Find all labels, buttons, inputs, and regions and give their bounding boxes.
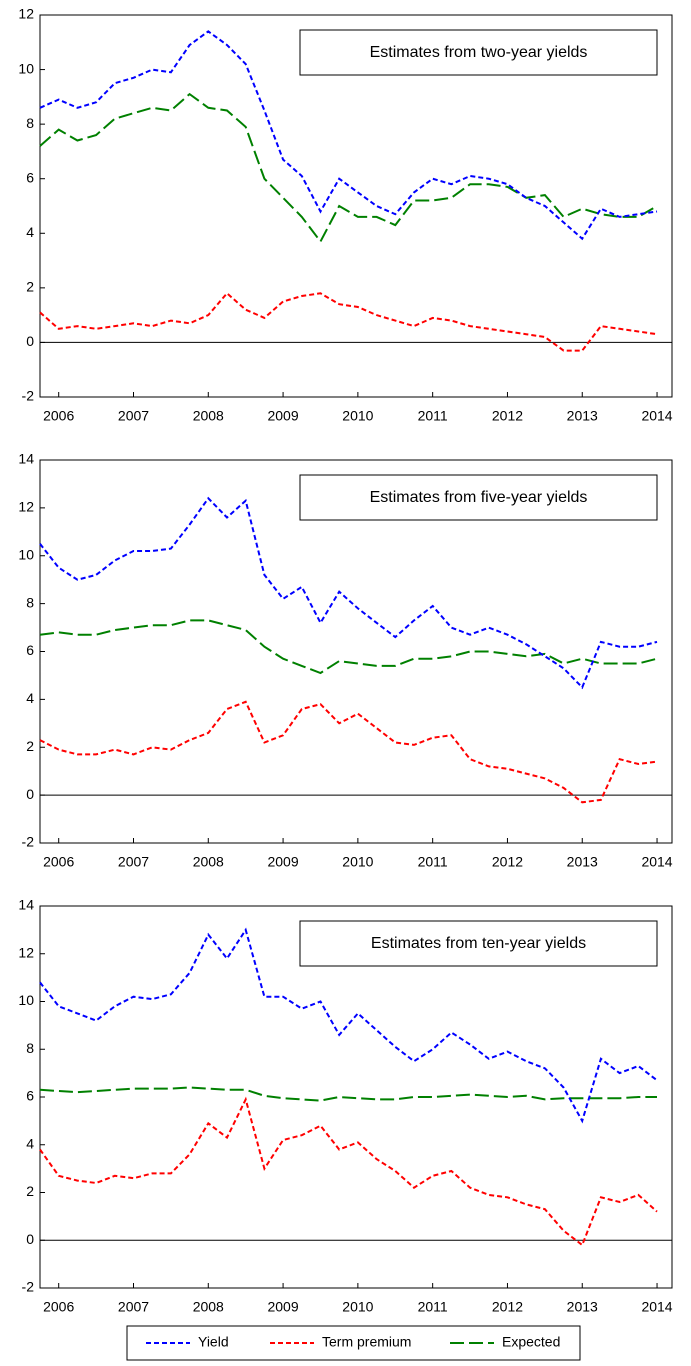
- panel-title: Estimates from ten-year yields: [371, 935, 586, 952]
- y-tick-label: 2: [26, 279, 34, 295]
- y-tick-label: 0: [26, 1231, 34, 1247]
- legend-label: Expected: [502, 1334, 560, 1350]
- y-tick-label: 12: [18, 6, 34, 22]
- x-tick-label: 2010: [342, 1299, 373, 1315]
- annotation-box: [299, 29, 658, 76]
- series-line: [39, 927, 658, 1124]
- series-line: [39, 1096, 658, 1247]
- series-line: [39, 30, 658, 241]
- y-tick-label: 8: [26, 594, 34, 610]
- series-line: [39, 700, 658, 804]
- y-tick-label: 10: [18, 60, 34, 76]
- y-tick-label: 10: [18, 546, 34, 562]
- x-tick-label: 2009: [267, 854, 298, 870]
- annotation-box: [299, 474, 658, 521]
- y-tick-label: 0: [26, 333, 34, 349]
- legend-label: Yield: [198, 1334, 229, 1350]
- x-tick-label: 2008: [193, 854, 224, 870]
- panel-title: Estimates from five-year yields: [370, 489, 588, 506]
- y-tick-label: 14: [18, 451, 34, 467]
- y-tick-label: 2: [26, 1183, 34, 1199]
- x-tick-label: 2012: [492, 854, 523, 870]
- y-tick-label: 12: [18, 499, 34, 515]
- x-tick-label: 2012: [492, 408, 523, 424]
- series-line: [39, 1086, 657, 1102]
- x-tick-label: 2011: [418, 1299, 448, 1315]
- x-tick-label: 2011: [418, 854, 448, 870]
- x-tick-label: 2011: [418, 408, 448, 424]
- legend-box: [126, 1325, 581, 1361]
- panel-title: Estimates from two-year yields: [370, 44, 588, 61]
- y-tick-label: 2: [26, 738, 34, 754]
- x-tick-label: 2014: [641, 408, 672, 424]
- x-tick-label: 2008: [193, 1299, 224, 1315]
- y-tick-label: 6: [26, 642, 34, 658]
- x-tick-label: 2014: [641, 854, 672, 870]
- y-tick-label: 8: [26, 1040, 34, 1056]
- y-tick-label: -2: [22, 1279, 35, 1295]
- x-tick-label: 2008: [193, 408, 224, 424]
- x-tick-label: 2006: [43, 854, 74, 870]
- y-tick-label: 12: [18, 944, 34, 960]
- x-tick-label: 2010: [342, 854, 373, 870]
- y-tick-label: 0: [26, 786, 34, 802]
- y-tick-label: -2: [22, 388, 35, 404]
- x-tick-label: 2014: [641, 1299, 672, 1315]
- y-tick-label: 4: [26, 690, 34, 706]
- x-tick-label: 2009: [267, 1299, 298, 1315]
- y-tick-label: 8: [26, 115, 34, 131]
- series-line: [39, 92, 658, 244]
- y-tick-label: 6: [26, 1088, 34, 1104]
- y-tick-label: 4: [26, 224, 34, 240]
- x-tick-label: 2013: [567, 1299, 598, 1315]
- annotation-box: [299, 920, 658, 967]
- x-tick-label: 2006: [43, 1299, 74, 1315]
- plot-frame: [39, 14, 673, 398]
- x-tick-label: 2009: [267, 408, 298, 424]
- legend-label: Term premium: [322, 1334, 411, 1350]
- y-tick-label: 4: [26, 1135, 34, 1151]
- x-tick-label: 2013: [567, 854, 598, 870]
- y-tick-label: 14: [18, 897, 34, 913]
- y-tick-label: 6: [26, 169, 34, 185]
- x-tick-label: 2012: [492, 1299, 523, 1315]
- x-tick-label: 2007: [118, 1299, 149, 1315]
- series-line: [39, 619, 658, 675]
- x-tick-label: 2010: [342, 408, 373, 424]
- series-line: [39, 291, 658, 352]
- x-tick-label: 2007: [118, 408, 149, 424]
- y-tick-label: -2: [22, 834, 35, 850]
- y-tick-label: 10: [18, 992, 34, 1008]
- x-tick-label: 2013: [567, 408, 598, 424]
- x-tick-label: 2006: [43, 408, 74, 424]
- x-tick-label: 2007: [118, 854, 149, 870]
- series-line: [39, 496, 658, 690]
